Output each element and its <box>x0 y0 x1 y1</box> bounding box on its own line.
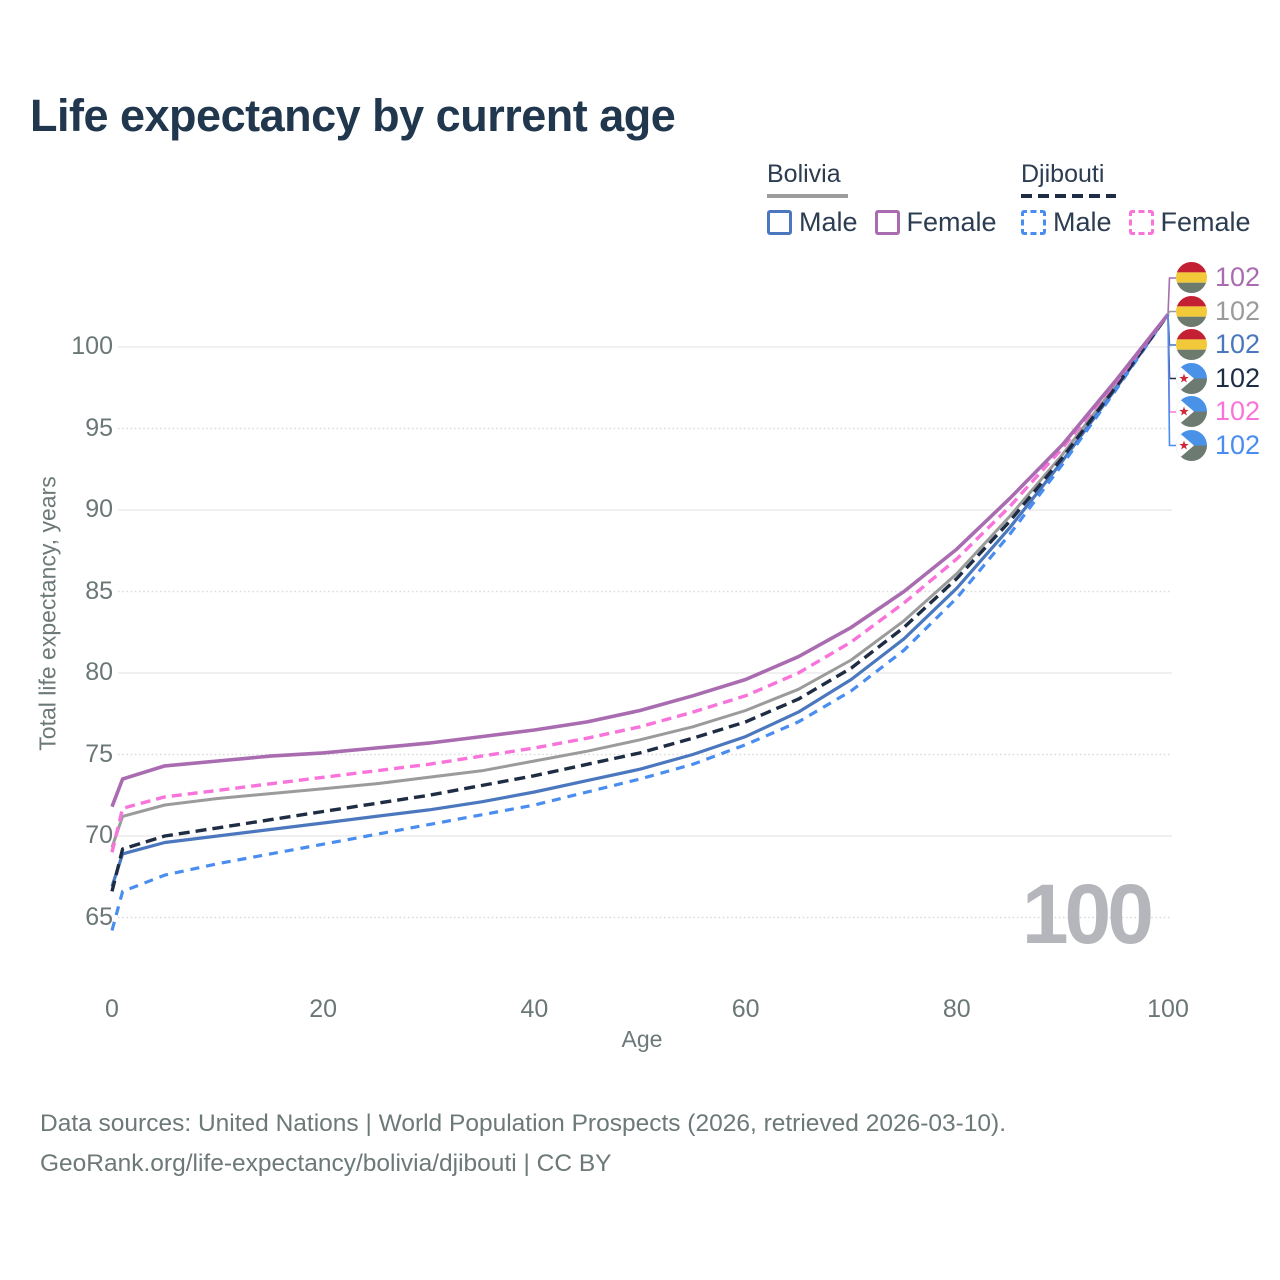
legend-country-bolivia[interactable]: Bolivia <box>767 160 841 188</box>
legend-item-bolivia-female[interactable]: Female <box>874 207 997 238</box>
y-tick-label: 75 <box>85 739 113 768</box>
series-line-djibouti-male <box>110 313 1170 931</box>
end-label-value: 102 <box>1215 362 1261 393</box>
series-line-bolivia-female <box>110 313 1170 808</box>
page-title: Life expectancy by current age <box>30 90 676 141</box>
end-label-row: 102 <box>1176 329 1260 360</box>
x-tick-label: 100 <box>1147 995 1189 1023</box>
end-label-value: 102 <box>1215 295 1261 326</box>
legend-checkbox-djibouti-female[interactable] <box>1128 210 1154 235</box>
legend-label-bolivia-male[interactable]: Male <box>799 207 858 237</box>
footer-source-line: Data sources: United Nations | World Pop… <box>40 1110 1007 1137</box>
bolivia-flag-icon <box>1176 295 1207 327</box>
x-tick-label: 40 <box>520 995 549 1023</box>
legend-item-bolivia-male[interactable]: Male <box>767 207 858 238</box>
legend-underline-bolivia <box>767 194 848 198</box>
legend-label-djibouti-male[interactable]: Male <box>1053 207 1112 237</box>
legend-checkbox-djibouti-male[interactable] <box>1021 210 1046 235</box>
footer: Data sources: United Nations | World Pop… <box>40 1104 1006 1184</box>
djibouti-flag-icon <box>1176 362 1207 394</box>
end-label-row: 102 <box>1176 429 1261 461</box>
y-tick-label: 100 <box>71 332 113 360</box>
series-line-bolivia-both-sexes <box>110 313 1170 848</box>
watermark-100: 100 <box>1021 867 1154 961</box>
y-tick-label: 70 <box>85 821 113 849</box>
x-tick-label: 0 <box>105 995 119 1023</box>
end-label-value: 102 <box>1215 329 1261 359</box>
y-tick-label: 85 <box>85 576 113 605</box>
y-tick-label: 90 <box>85 495 113 523</box>
series-line-djibouti-female <box>110 313 1170 853</box>
end-label-row: 102 <box>1176 262 1260 293</box>
end-label-row: 102 <box>1176 396 1260 427</box>
y-tick-label: 95 <box>85 413 113 442</box>
legend-item-djibouti-male[interactable]: Male <box>1021 207 1112 238</box>
legend-group-bolivia: Bolivia Male Female <box>767 160 997 238</box>
x-tick-label: 60 <box>731 995 760 1023</box>
djibouti-flag-icon <box>1176 429 1207 461</box>
leader-line <box>1167 277 1176 315</box>
y-tick-label: 80 <box>85 658 113 686</box>
legend-item-djibouti-female[interactable]: Female <box>1128 207 1251 238</box>
footer-url-line: GeoRank.org/life-expectancy/bolivia/djib… <box>40 1150 612 1177</box>
x-tick-label: 80 <box>942 995 971 1023</box>
end-label-row: 102 <box>1176 362 1261 394</box>
x-axis-title: Age <box>621 1026 663 1052</box>
end-label-value: 102 <box>1215 429 1261 460</box>
y-tick-label: 65 <box>85 902 113 931</box>
legend-country-djibouti[interactable]: Djibouti <box>1021 160 1105 188</box>
series-line-bolivia-male <box>110 313 1170 887</box>
x-tick-label: 20 <box>309 995 338 1023</box>
legend-underline-djibouti <box>1021 194 1116 198</box>
djibouti-flag-icon <box>1176 396 1207 427</box>
leader-line <box>1167 310 1176 315</box>
series-line-djibouti-both-sexes <box>110 313 1170 892</box>
end-label-row: 102 <box>1176 295 1261 327</box>
legend-group-djibouti: Djibouti Male Female <box>1021 160 1251 238</box>
legend-checkbox-bolivia-male[interactable] <box>767 210 792 235</box>
end-label-value: 102 <box>1215 262 1261 292</box>
legend-label-djibouti-female[interactable]: Female <box>1160 207 1251 237</box>
end-label-value: 102 <box>1215 396 1261 426</box>
bolivia-flag-icon <box>1176 329 1207 360</box>
legend-label-bolivia-female[interactable]: Female <box>906 207 997 237</box>
legend-checkbox-bolivia-female[interactable] <box>874 210 900 235</box>
bolivia-flag-icon <box>1176 262 1207 293</box>
leader-line <box>1167 314 1176 447</box>
